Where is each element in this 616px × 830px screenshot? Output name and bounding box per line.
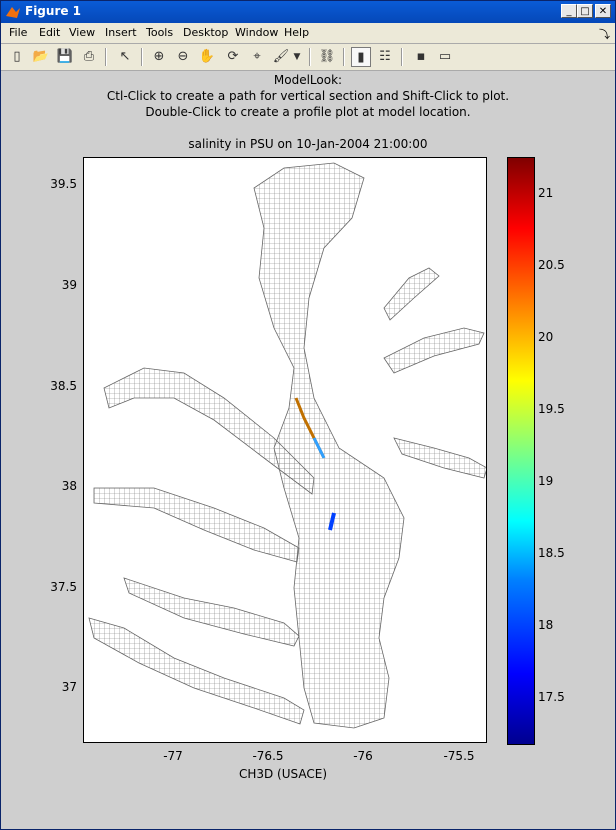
- estuary-grid-map: [88, 162, 486, 729]
- open-file-icon[interactable]: 📂: [32, 49, 50, 64]
- colorbar-tick: 19.5: [538, 402, 565, 416]
- colorbar-tick: 19: [538, 474, 554, 488]
- menu-window[interactable]: Window: [235, 26, 279, 39]
- menu-file[interactable]: File: [9, 26, 28, 39]
- chevron-down-icon[interactable]: ▼: [293, 52, 301, 62]
- y-tick-label: 37.5: [50, 580, 77, 594]
- save-icon[interactable]: 💾: [56, 49, 74, 64]
- toolbar: ▯ 📂 💾 ⎙ ↖ ⊕ ⊖ ✋ ⟳ ⌖ 🖌 ▼ ⛓ ▮ ☷ ▪ ▭: [1, 44, 615, 71]
- zoom-in-icon[interactable]: ⊕: [153, 49, 165, 64]
- data-cursor-icon[interactable]: ⌖: [253, 49, 261, 64]
- colorbar-tick: 17.5: [538, 690, 565, 704]
- colorbar-tick: 21: [538, 186, 554, 200]
- x-tick-label: -77: [163, 749, 183, 763]
- menu-bar: File Edit View Insert Tools Desktop Wind…: [1, 23, 615, 44]
- x-tick-label: -76: [353, 749, 373, 763]
- header-line-3: Double-Click to create a profile plot at…: [145, 105, 471, 119]
- legend-icon[interactable]: ☷: [379, 49, 391, 64]
- show-plot-tools-icon[interactable]: ▭: [438, 49, 452, 64]
- x-tick-label: -76.5: [252, 749, 284, 763]
- colorbar[interactable]: [507, 157, 535, 745]
- pan-hand-icon[interactable]: ✋: [198, 49, 216, 64]
- menu-view[interactable]: View: [69, 26, 96, 39]
- menu-tools[interactable]: Tools: [146, 26, 174, 39]
- minimize-button[interactable]: _: [561, 4, 577, 18]
- menu-edit[interactable]: Edit: [39, 26, 61, 39]
- colorbar-tick: 18.5: [538, 546, 565, 560]
- map-axes[interactable]: [83, 157, 487, 743]
- colorbar-tick: 20: [538, 330, 554, 344]
- y-tick-label: 37: [61, 680, 77, 694]
- print-icon[interactable]: ⎙: [83, 49, 95, 64]
- header-line-1: ModelLook:: [273, 73, 343, 87]
- x-axis-label: CH3D (USACE): [238, 767, 328, 781]
- plot-title: salinity in PSU on 10-Jan-2004 21:00:00: [188, 137, 428, 151]
- matlab-icon: [6, 7, 20, 18]
- zoom-out-icon[interactable]: ⊖: [177, 49, 189, 64]
- colorbar-tick: 20.5: [538, 258, 565, 272]
- window-title: Figure 1: [25, 4, 82, 18]
- x-tick-label: -75.5: [443, 749, 475, 763]
- colorbar-icon[interactable]: ▮: [351, 47, 371, 67]
- menu-desktop[interactable]: Desktop: [183, 26, 229, 39]
- select-arrow-icon[interactable]: ↖: [119, 49, 131, 64]
- rotate-3d-icon[interactable]: ⟳: [227, 49, 239, 64]
- y-tick-label: 39: [61, 278, 77, 292]
- new-figure-icon[interactable]: ▯: [13, 49, 21, 64]
- colorbar-tick: 18: [538, 618, 554, 632]
- y-tick-label: 39.5: [50, 177, 77, 191]
- y-tick-label: 38.5: [50, 379, 77, 393]
- title-bar[interactable]: Figure 1 _ □ ✕: [1, 1, 615, 23]
- menu-help[interactable]: Help: [284, 26, 310, 39]
- link-plot-icon[interactable]: ⛓: [318, 49, 336, 64]
- hide-plot-tools-icon[interactable]: ▪: [416, 49, 426, 64]
- y-tick-label: 38: [61, 479, 77, 493]
- header-line-2: Ctl-Click to create a path for vertical …: [106, 89, 510, 103]
- menu-insert[interactable]: Insert: [105, 26, 137, 39]
- brush-icon[interactable]: 🖌: [272, 49, 290, 64]
- close-button[interactable]: ✕: [595, 4, 611, 18]
- dock-icon[interactable]: ⤵: [599, 28, 610, 41]
- maximize-button[interactable]: □: [577, 4, 593, 18]
